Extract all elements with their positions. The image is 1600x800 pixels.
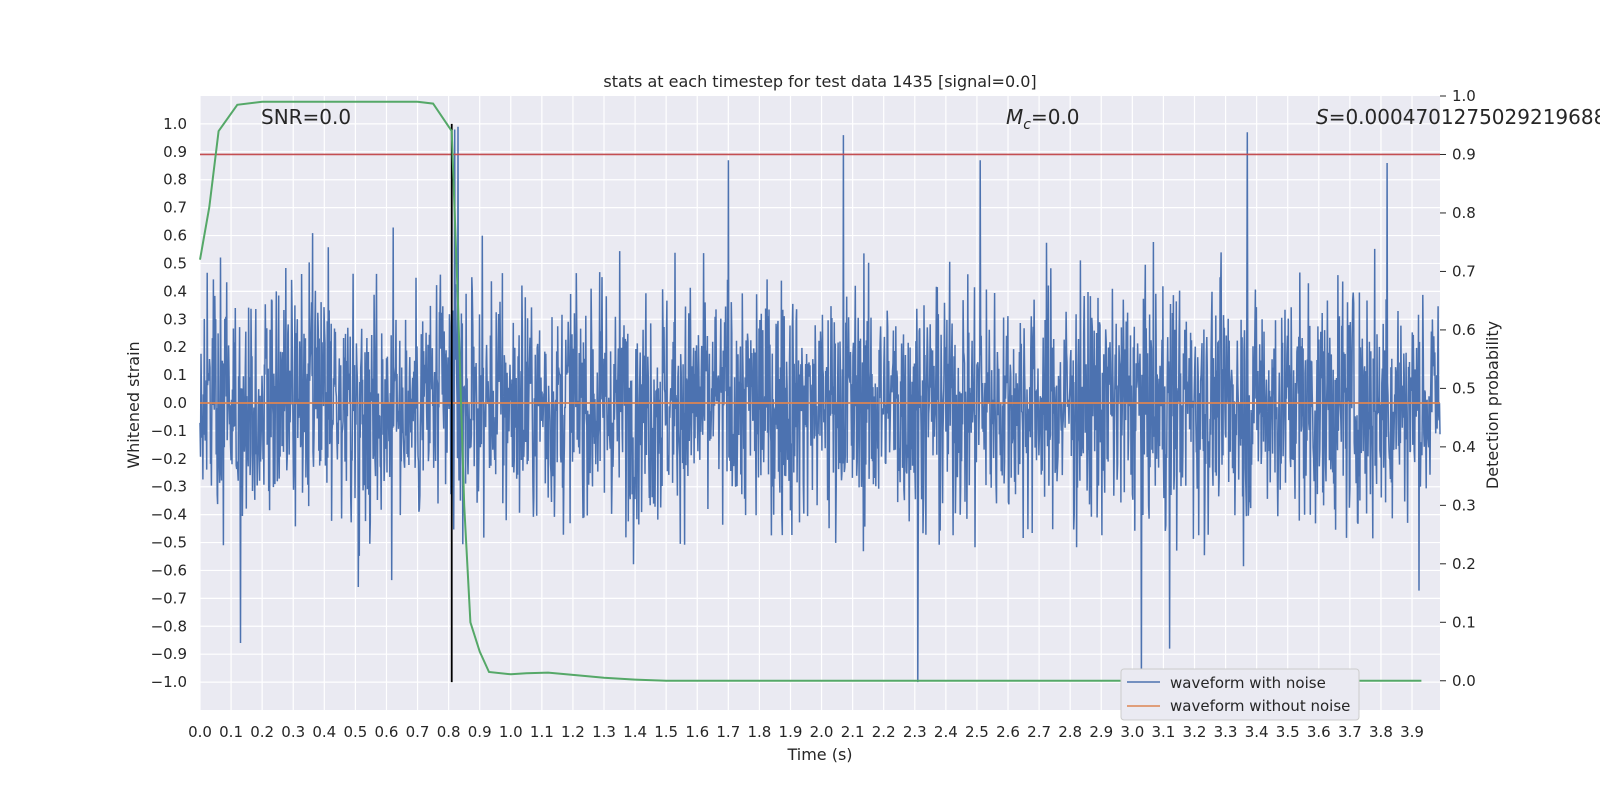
y-tick-label: 0.8 — [163, 171, 187, 189]
x-tick-label: 3.8 — [1369, 723, 1393, 741]
y-tick-label: 0.3 — [163, 310, 187, 328]
x-tick-label: 0.2 — [250, 723, 274, 741]
y-tick-label: 0.9 — [163, 143, 187, 161]
y-tick-label: −0.2 — [151, 450, 187, 468]
y-tick-label: 0.5 — [163, 254, 187, 272]
y-tick-label: −0.3 — [151, 478, 187, 496]
x-tick-label: 1.3 — [592, 723, 616, 741]
x-tick-label: 2.3 — [903, 723, 927, 741]
x-tick-label: 3.6 — [1307, 723, 1331, 741]
x-tick-label: 1.6 — [685, 723, 709, 741]
x-tick-label: 1.9 — [779, 723, 803, 741]
x-tick-label: 0.6 — [375, 723, 399, 741]
x-tick-label: 0.5 — [343, 723, 367, 741]
noise-trace — [199, 126, 1441, 683]
chirp-mass-value: =0.0 — [1031, 105, 1080, 129]
x-tick-label: 3.1 — [1151, 723, 1175, 741]
x-tick-label: 2.1 — [841, 723, 865, 741]
x-tick-label: 2.8 — [1058, 723, 1082, 741]
x-tick-label: 3.2 — [1183, 723, 1207, 741]
x-tick-label: 3.3 — [1214, 723, 1238, 741]
y-tick-label: −0.6 — [151, 561, 187, 579]
x-axis-ticks: 0.0 0.1 0.2 0.3 0.4 0.5 0.6 0.7 0.8 0.9 1.0 1.1 1.2 1… — [188, 723, 1424, 741]
x-tick-label: 0.7 — [406, 723, 430, 741]
y-axis-label: Whitened strain — [124, 341, 143, 468]
detection-probability-series — [199, 100, 1422, 682]
x-tick-label: 1.4 — [623, 723, 647, 741]
x-tick-label: 3.4 — [1245, 723, 1269, 741]
y-tick-label: −0.5 — [151, 534, 187, 552]
y2-tick-label: 0.9 — [1452, 145, 1476, 163]
y-tick-label: 0.6 — [163, 227, 187, 245]
y-tick-label: −0.4 — [151, 506, 187, 524]
x-tick-label: 2.4 — [934, 723, 958, 741]
s-value: =0.0004701275029219688 — [1329, 105, 1600, 129]
legend: waveform with noise waveform without noi… — [1120, 668, 1360, 721]
legend-label-noise: waveform with noise — [1170, 674, 1326, 692]
x-tick-label: 2.0 — [810, 723, 834, 741]
s-symbol: S — [1316, 105, 1329, 129]
chirp-mass-symbol: M — [1006, 105, 1023, 129]
x-axis-label: Time (s) — [786, 745, 852, 764]
x-tick-label: 3.5 — [1276, 723, 1300, 741]
chart-title: stats at each timestep for test data 143… — [603, 72, 1036, 91]
x-tick-label: 1.8 — [747, 723, 771, 741]
x-tick-label: 0.3 — [281, 723, 305, 741]
y2-tick-label: 0.8 — [1452, 204, 1476, 222]
legend-label-clean: waveform without noise — [1170, 697, 1350, 715]
y2-axis-ticks: 1.0 0.9 0.8 0.7 0.6 0.5 0.4 0.3 0.2 0.1 0.0 — [1440, 87, 1476, 690]
waveform-with-noise-series — [199, 126, 1441, 683]
x-tick-label: 2.9 — [1089, 723, 1113, 741]
chirp-mass-subscript: c — [1023, 117, 1031, 133]
legend-box — [1120, 668, 1360, 721]
x-tick-label: 1.0 — [499, 723, 523, 741]
x-tick-label: 1.7 — [716, 723, 740, 741]
y-tick-label: −0.9 — [151, 645, 187, 663]
x-tick-label: 2.6 — [996, 723, 1020, 741]
y2-tick-label: 0.7 — [1452, 262, 1476, 280]
y2-tick-label: 0.5 — [1452, 379, 1476, 397]
x-tick-label: 1.1 — [530, 723, 554, 741]
y-tick-label: 0.7 — [163, 199, 187, 217]
y-tick-label: 0.1 — [163, 366, 187, 384]
snr-annotation: SNR=0.0 — [261, 105, 351, 129]
x-tick-label: 3.0 — [1120, 723, 1144, 741]
x-tick-label: 1.5 — [654, 723, 678, 741]
y-tick-label: 1.0 — [163, 115, 187, 133]
y-tick-label: 0.4 — [163, 282, 187, 300]
y2-tick-label: 0.6 — [1452, 321, 1476, 339]
x-tick-label: 0.4 — [312, 723, 336, 741]
y-tick-label: −0.1 — [151, 422, 187, 440]
y-tick-label: 0.0 — [163, 394, 187, 412]
y2-axis-label: Detection probability — [1483, 321, 1502, 489]
x-tick-label: 2.5 — [965, 723, 989, 741]
y2-tick-label: 0.2 — [1452, 555, 1476, 573]
x-tick-label: 0.9 — [468, 723, 492, 741]
x-tick-label: 0.0 — [188, 723, 212, 741]
x-tick-label: 3.9 — [1400, 723, 1424, 741]
x-tick-label: 1.2 — [561, 723, 585, 741]
y-tick-label: −1.0 — [151, 673, 187, 691]
y2-tick-label: 1.0 — [1452, 87, 1476, 105]
y-axis-ticks: 1.0 0.9 0.8 0.7 0.6 0.5 0.4 0.3 0.2 0.1 0.0 −0.1 −0.… — [151, 115, 187, 691]
y2-tick-label: 0.0 — [1452, 672, 1476, 690]
x-tick-label: 0.8 — [437, 723, 461, 741]
y-tick-label: −0.7 — [151, 589, 187, 607]
x-tick-label: 2.7 — [1027, 723, 1051, 741]
y2-tick-label: 0.3 — [1452, 496, 1476, 514]
y2-tick-label: 0.1 — [1452, 613, 1476, 631]
y2-tick-label: 0.4 — [1452, 438, 1476, 456]
x-tick-label: 2.2 — [872, 723, 896, 741]
y-tick-label: 0.2 — [163, 338, 187, 356]
s-annotation: S=0.0004701275029219688 — [1316, 105, 1600, 129]
x-tick-label: 3.7 — [1338, 723, 1362, 741]
x-tick-label: 0.1 — [219, 723, 243, 741]
chirp-mass-annotation: Mc=0.0 — [1006, 105, 1080, 133]
y-tick-label: −0.8 — [151, 617, 187, 635]
